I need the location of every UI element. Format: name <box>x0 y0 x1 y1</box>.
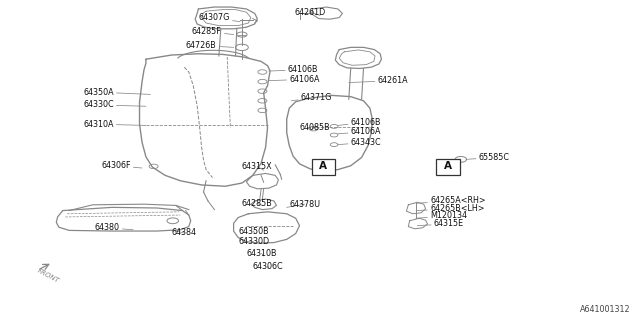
Text: FRONT: FRONT <box>36 268 60 284</box>
Text: 64384: 64384 <box>172 228 196 237</box>
Text: 64380: 64380 <box>95 223 133 232</box>
Text: 64307G: 64307G <box>198 13 240 22</box>
Text: 64285B: 64285B <box>242 199 273 208</box>
Text: 64306F: 64306F <box>101 161 142 170</box>
Text: 64350A: 64350A <box>83 88 150 97</box>
Text: 64106A: 64106A <box>338 127 381 136</box>
Text: A: A <box>319 161 327 171</box>
Text: 64261A: 64261A <box>349 76 408 85</box>
Text: 64343C: 64343C <box>338 138 381 147</box>
Bar <box>436 159 460 175</box>
Text: 64315E: 64315E <box>417 220 464 228</box>
Text: 64330C: 64330C <box>83 100 146 109</box>
Text: 64371G: 64371G <box>291 93 332 102</box>
Text: 64285F: 64285F <box>192 27 234 36</box>
Text: 64310B: 64310B <box>246 249 277 258</box>
Text: 64106B: 64106B <box>338 118 381 127</box>
Text: 64106A: 64106A <box>269 75 320 84</box>
Text: 64265A<RH>: 64265A<RH> <box>416 196 486 205</box>
Text: 64726B: 64726B <box>186 41 234 50</box>
Text: 64310A: 64310A <box>83 120 146 129</box>
Text: 64261D: 64261D <box>294 8 326 17</box>
Text: 64315X: 64315X <box>242 162 273 171</box>
Text: 64085B: 64085B <box>300 123 330 132</box>
Bar <box>312 159 335 175</box>
Text: 65585C: 65585C <box>466 153 509 162</box>
Text: 64350B: 64350B <box>238 227 269 236</box>
Text: A641001312: A641001312 <box>580 305 630 314</box>
Text: 64330D: 64330D <box>238 237 269 246</box>
Text: 64306C: 64306C <box>253 262 284 271</box>
Text: M120134: M120134 <box>416 212 467 220</box>
Text: A: A <box>444 161 452 171</box>
Text: 64106B: 64106B <box>269 65 319 74</box>
Text: 64378U: 64378U <box>287 200 321 209</box>
Text: 64265B<LH>: 64265B<LH> <box>416 204 484 213</box>
